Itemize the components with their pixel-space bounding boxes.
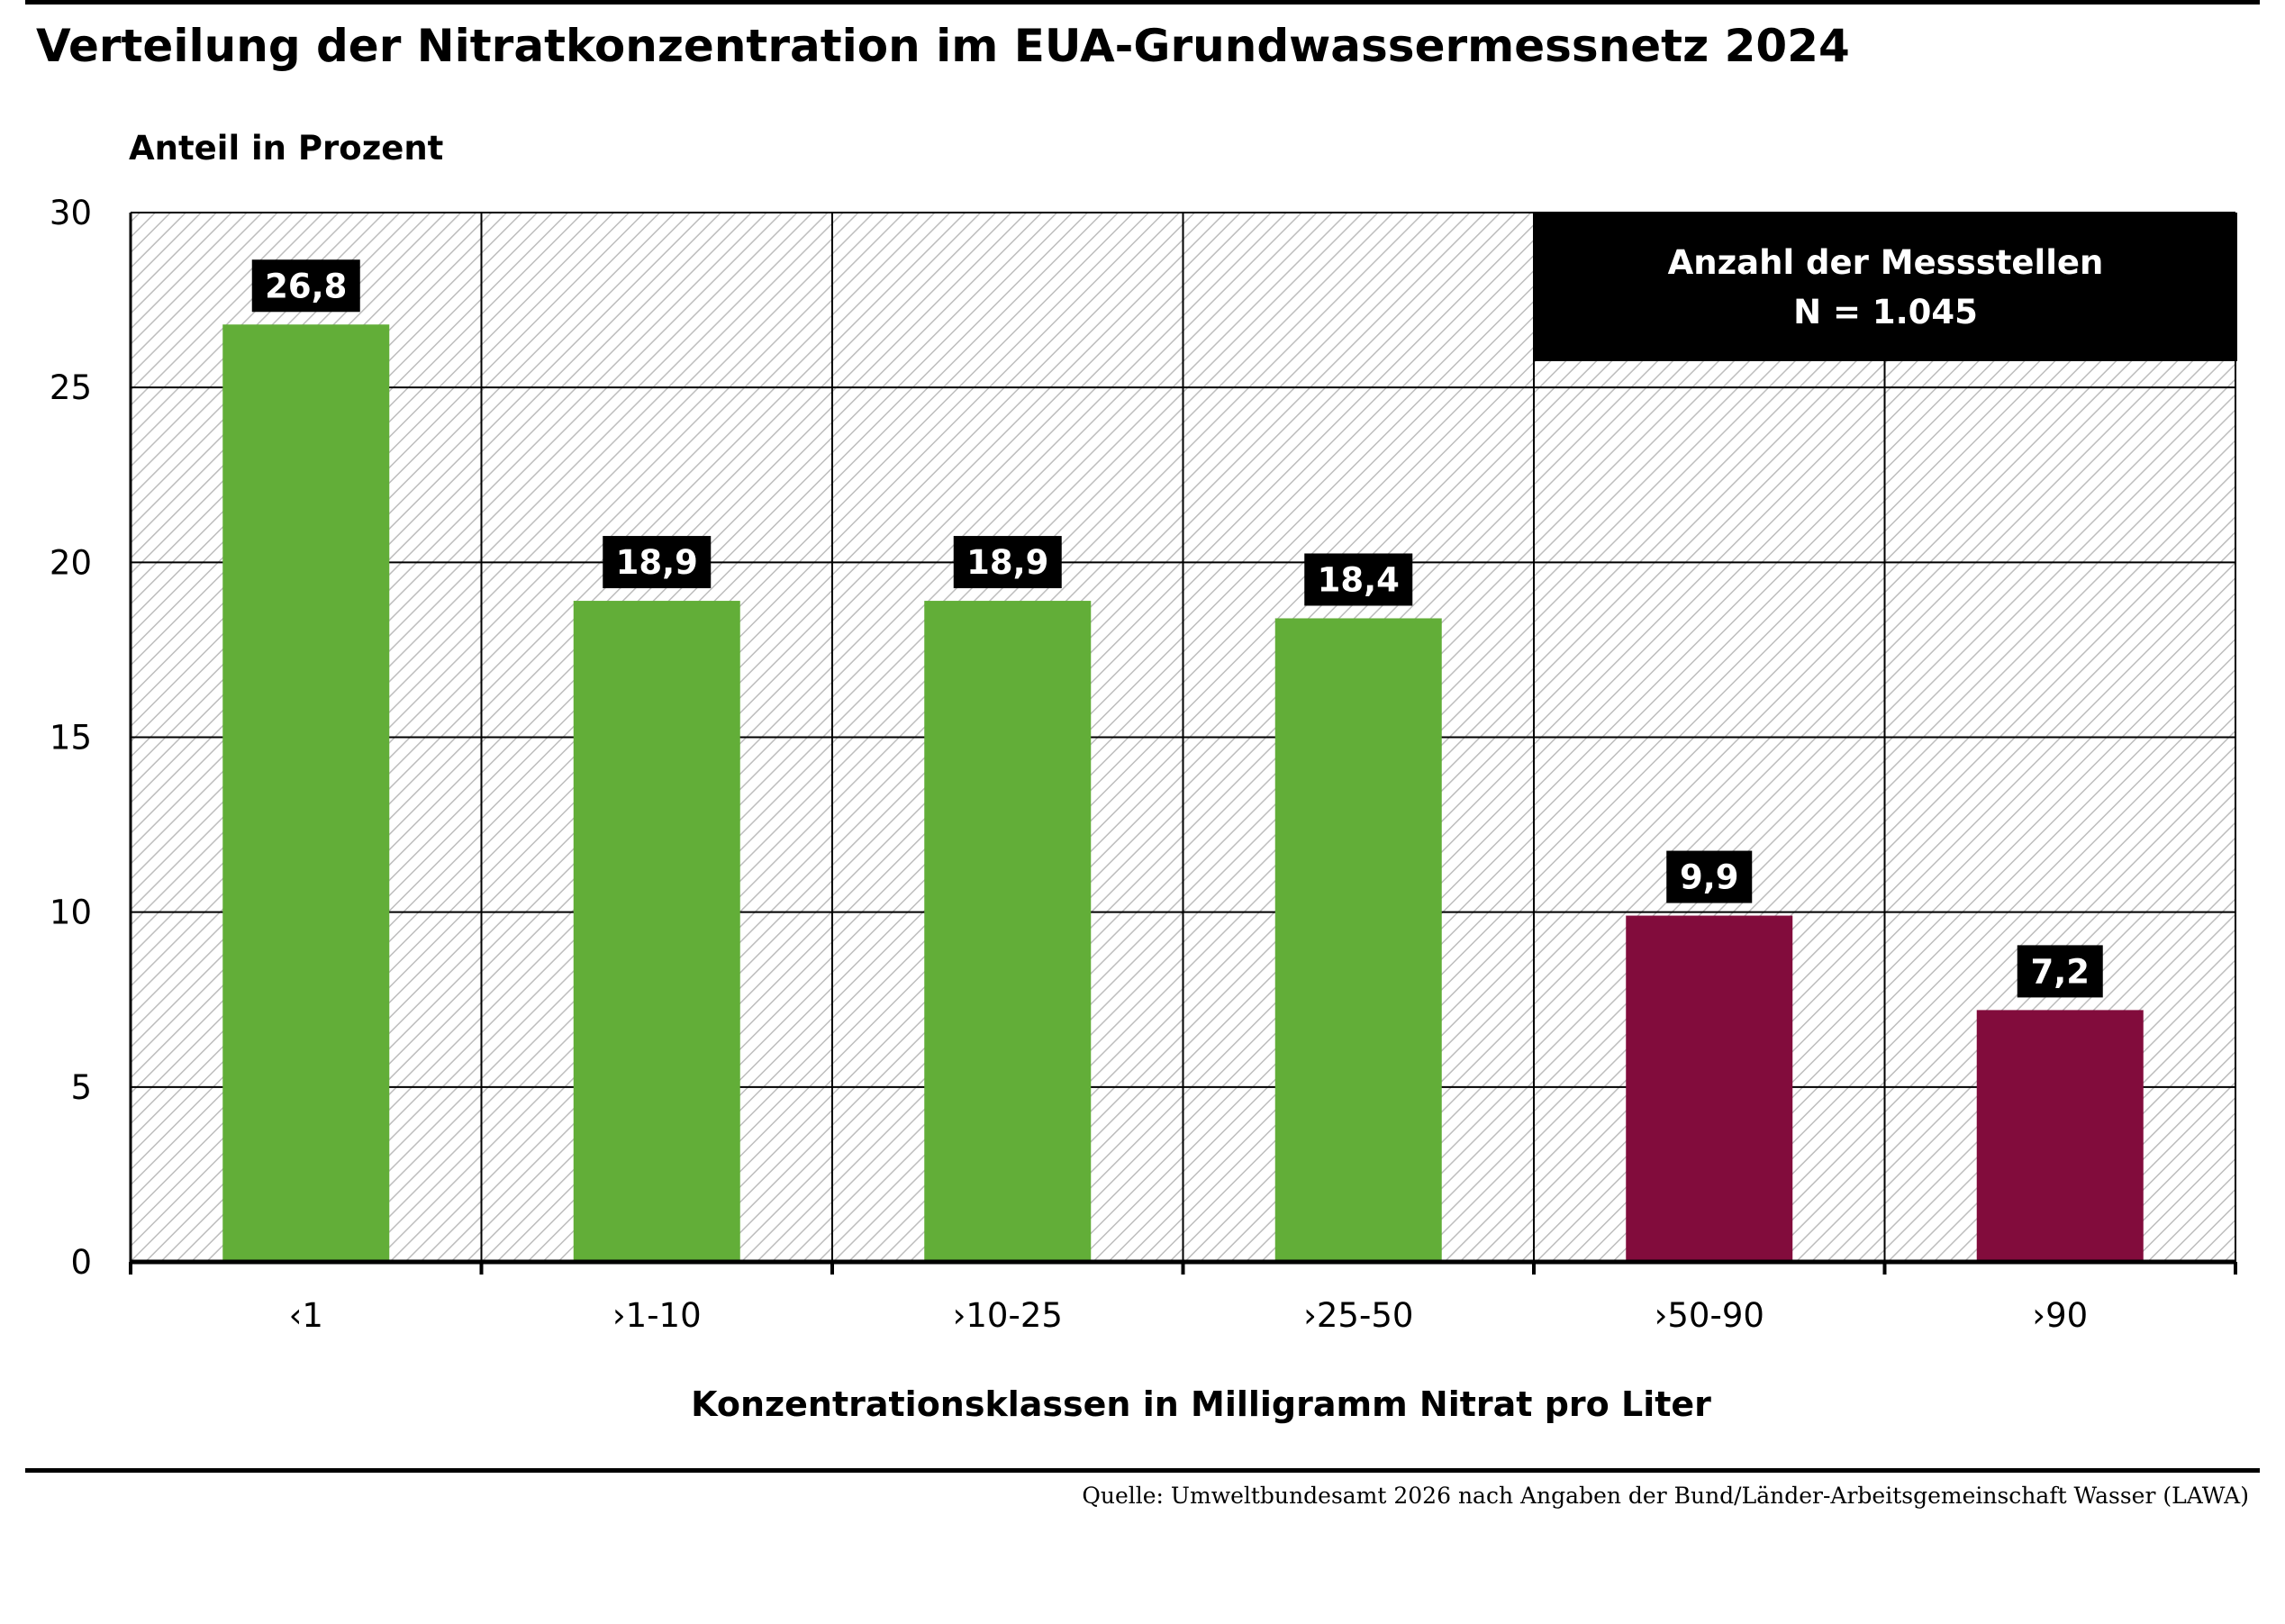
value-label: 7,2 [2030, 952, 2090, 991]
x-tick-label: ›1-10 [612, 1296, 702, 1335]
x-tick-label: ›25-50 [1303, 1296, 1413, 1335]
y-tick-label: 10 [50, 894, 92, 932]
bottom-rule [25, 1468, 2260, 1473]
chart-title: Verteilung der Nitratkonzentration im EU… [36, 20, 1850, 72]
value-label: 18,9 [616, 543, 698, 582]
x-tick-label: ‹1 [289, 1296, 323, 1335]
x-tick-label: ›90 [2032, 1296, 2088, 1335]
sample-size-box [1534, 213, 2237, 361]
sample-size-value: N = 1.045 [1793, 293, 1978, 331]
bar [222, 324, 390, 1263]
y-tick-label: 25 [50, 368, 92, 407]
y-tick-label: 15 [50, 719, 92, 758]
source-note: Quelle: Umweltbundesamt 2026 nach Angabe… [1082, 1483, 2249, 1509]
y-tick-label: 30 [50, 194, 92, 232]
y-axis-title: Anteil in Prozent [129, 129, 443, 168]
bar [1626, 915, 1793, 1262]
bar [1976, 1010, 2144, 1262]
bar [924, 601, 1092, 1262]
value-label-box [251, 259, 360, 313]
x-axis-title: Konzentrationsklassen in Milligramm Nitr… [691, 1384, 1711, 1424]
value-label-box [1304, 553, 1413, 606]
value-label-box [953, 536, 1062, 589]
y-tick-label: 20 [50, 543, 92, 582]
value-label: 9,9 [1680, 858, 1739, 897]
bar [1274, 618, 1442, 1262]
top-rule [25, 0, 2260, 5]
x-tick-label: ›10-25 [953, 1296, 1063, 1335]
value-label: 26,8 [265, 267, 347, 305]
bar [573, 601, 740, 1262]
y-tick-label: 5 [70, 1068, 92, 1107]
y-tick-label: 0 [70, 1243, 92, 1282]
value-label-box [1666, 850, 1753, 903]
value-label-box [2017, 945, 2103, 998]
value-label: 18,4 [1318, 560, 1400, 599]
x-tick-label: ›50-90 [1655, 1296, 1764, 1335]
value-label: 18,9 [966, 543, 1048, 582]
value-label-box [603, 536, 712, 589]
sample-size-title: Anzahl der Messstellen [1668, 243, 2104, 282]
